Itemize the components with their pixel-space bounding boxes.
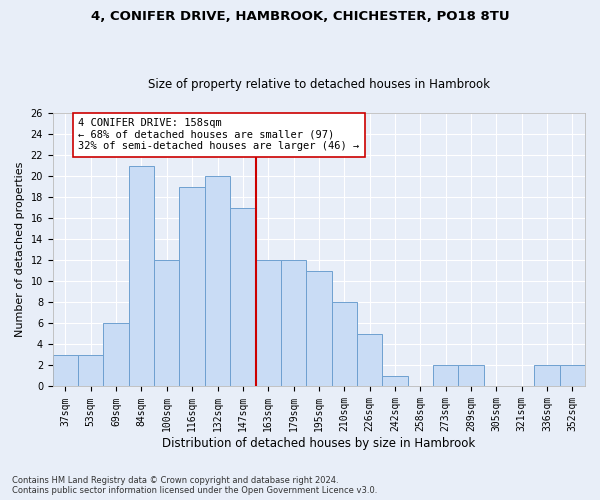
Bar [332,302,357,386]
Bar [560,366,585,386]
X-axis label: Distribution of detached houses by size in Hambrook: Distribution of detached houses by size … [162,437,476,450]
Bar [433,366,458,386]
Bar [53,355,78,386]
Text: Contains HM Land Registry data © Crown copyright and database right 2024.
Contai: Contains HM Land Registry data © Crown c… [12,476,377,495]
Title: Size of property relative to detached houses in Hambrook: Size of property relative to detached ho… [148,78,490,91]
Bar [357,334,382,386]
Bar [179,186,205,386]
Y-axis label: Number of detached properties: Number of detached properties [15,162,25,338]
Bar [306,271,332,386]
Bar [78,355,103,386]
Bar [205,176,230,386]
Bar [281,260,306,386]
Bar [535,366,560,386]
Bar [382,376,407,386]
Text: 4, CONIFER DRIVE, HAMBROOK, CHICHESTER, PO18 8TU: 4, CONIFER DRIVE, HAMBROOK, CHICHESTER, … [91,10,509,23]
Bar [458,366,484,386]
Bar [129,166,154,386]
Bar [230,208,256,386]
Bar [256,260,281,386]
Text: 4 CONIFER DRIVE: 158sqm
← 68% of detached houses are smaller (97)
32% of semi-de: 4 CONIFER DRIVE: 158sqm ← 68% of detache… [78,118,359,152]
Bar [103,324,129,386]
Bar [154,260,179,386]
